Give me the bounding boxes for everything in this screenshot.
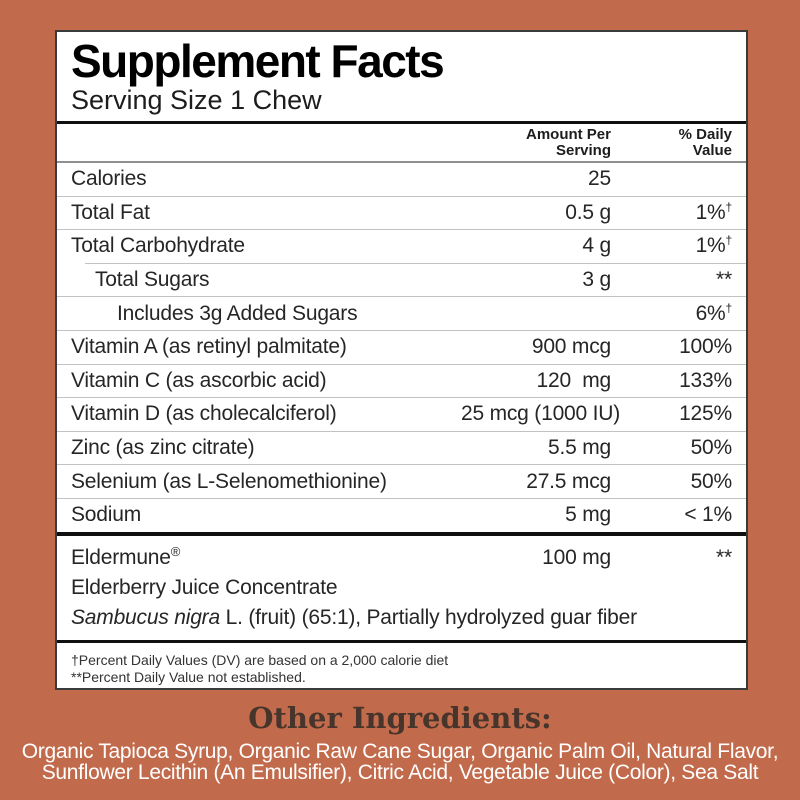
row-amount: 4 g	[582, 234, 611, 258]
row-name: Sodium	[71, 503, 142, 527]
table-row-vitamin-c: Vitamin C (as ascorbic acid) 120 mg 133%	[57, 365, 746, 398]
table-row-added-sugars: Includes 3g Added Sugars 6%†	[57, 297, 746, 330]
row-daily-value: 50%	[690, 436, 733, 460]
row-name: Vitamin D (as cholecalciferol)	[71, 402, 337, 426]
footnote-not-established: **Percent Daily Value not established.	[71, 668, 306, 685]
table-row-calories: Calories 25	[57, 163, 746, 196]
blend-amount: 100 mg	[542, 545, 611, 569]
footnote-daily-values: †Percent Daily Values (DV) are based on …	[71, 651, 449, 668]
supplement-facts-panel: Supplement Facts Serving Size 1 Chew Amo…	[55, 30, 748, 690]
table-row-zinc: Zinc (as zinc citrate) 5.5 mg 50%	[57, 432, 746, 465]
row-divider	[57, 464, 746, 466]
row-daily-value: 1%†	[695, 233, 733, 258]
row-name: Includes 3g Added Sugars	[117, 301, 358, 325]
row-name: Zinc (as zinc citrate)	[71, 436, 255, 460]
heavy-rule-middle	[57, 531, 746, 536]
row-name: Calories	[71, 167, 147, 191]
row-amount: 27.5 mcg	[526, 469, 611, 493]
table-row-eldermune: Eldermune® 100 mg **	[71, 543, 732, 573]
row-divider	[57, 229, 746, 231]
table-row-total-fat: Total Fat 0.5 g 1%†	[57, 197, 746, 230]
header-underline	[57, 161, 746, 163]
row-daily-value: 1%†	[695, 199, 733, 224]
row-amount: 900 mcg	[531, 335, 611, 359]
table-row-vitamin-a: Vitamin A (as retinyl palmitate) 900 mcg…	[57, 331, 746, 364]
row-amount: 5.5 mg	[548, 436, 611, 460]
row-daily-value: 133%	[679, 368, 732, 392]
table-row-sodium: Sodium 5 mg < 1%	[57, 499, 746, 532]
blend-botanical-source: Sambucus nigra L. (fruit) (65:1), Partia…	[71, 605, 637, 629]
column-headers: Amount Per Serving % Daily Value	[57, 124, 746, 161]
row-divider	[57, 296, 746, 298]
row-divider	[57, 329, 746, 331]
table-row-selenium: Selenium (as L-Selenomethionine) 27.5 mc…	[57, 465, 746, 498]
blend-description: Elderberry Juice Concentrate	[71, 575, 338, 599]
amount-column-header: Amount Per Serving	[525, 125, 611, 159]
row-name: Vitamin A (as retinyl palmitate)	[71, 335, 347, 359]
row-amount: 120 mg	[536, 368, 612, 392]
serving-size: Serving Size 1 Chew	[71, 85, 322, 115]
blend-daily-value: **	[716, 545, 732, 569]
row-name: Total Fat	[71, 200, 150, 224]
row-amount: 25 mcg (1000 IU)	[461, 402, 621, 426]
row-divider	[57, 497, 746, 499]
row-divider	[57, 195, 746, 197]
blend-name: Eldermune®	[71, 543, 181, 569]
table-row-vitamin-d: Vitamin D (as cholecalciferol) 25 mcg (1…	[57, 398, 746, 431]
row-divider	[57, 397, 746, 399]
row-daily-value: 125%	[679, 402, 732, 426]
other-ingredients-list: Organic Tapioca Syrup, Organic Raw Cane …	[0, 741, 800, 783]
row-amount: 3 g	[582, 268, 611, 292]
row-amount: 0.5 g	[565, 200, 611, 224]
row-amount: 5 mg	[565, 503, 611, 527]
row-daily-value: 6%†	[695, 300, 733, 325]
other-ingredients-line-2: Sunflower Lecithin (An Emulsifier), Citr…	[41, 761, 759, 784]
heavy-rule-bottom	[57, 639, 746, 643]
daily-value-column-header: % Daily Value	[678, 125, 732, 159]
row-name: Total Sugars	[95, 268, 210, 292]
panel-title: Supplement Facts	[71, 35, 445, 87]
proprietary-blend-section: Eldermune® 100 mg ** Elderberry Juice Co…	[57, 536, 746, 640]
row-name: Vitamin C (as ascorbic acid)	[71, 368, 327, 392]
row-divider	[57, 430, 746, 432]
row-daily-value: **	[716, 268, 732, 292]
footnotes: †Percent Daily Values (DV) are based on …	[57, 643, 746, 686]
row-daily-value: < 1%	[684, 503, 732, 527]
row-name: Total Carbohydrate	[71, 234, 245, 258]
heavy-rule-top	[57, 121, 746, 124]
facts-rows: Calories 25 Total Fat 0.5 g 1%† Total Ca…	[57, 163, 746, 532]
other-ingredients-heading: Other Ingredients:	[248, 701, 552, 735]
table-row-total-carbohydrate: Total Carbohydrate 4 g 1%†	[57, 230, 746, 263]
registered-trademark-symbol: ®	[170, 543, 181, 559]
other-ingredients-line-1: Organic Tapioca Syrup, Organic Raw Cane …	[21, 740, 779, 763]
row-daily-value: 100%	[679, 335, 732, 359]
table-row-total-sugars: Total Sugars 3 g **	[57, 264, 746, 297]
row-amount: 25	[588, 167, 611, 191]
row-divider-indented	[85, 262, 746, 264]
row-name: Selenium (as L-Selenomethionine)	[71, 469, 387, 493]
row-divider	[57, 363, 746, 365]
row-daily-value: 50%	[690, 469, 733, 493]
